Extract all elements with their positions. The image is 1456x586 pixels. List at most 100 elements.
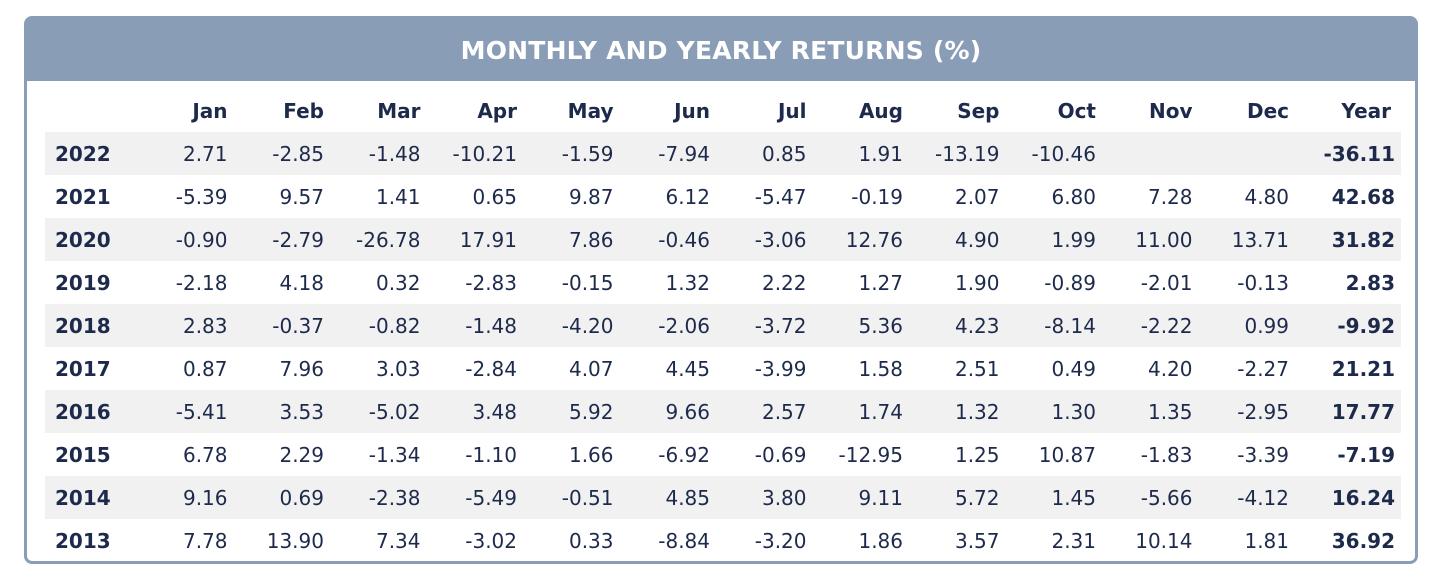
monthly-return-cell: 0.87 — [182, 356, 228, 381]
row-year-label: 2022 — [45, 132, 141, 175]
monthly-return-cell: 2.71 — [141, 132, 238, 175]
monthly-return-cell: 1.99 — [1009, 218, 1106, 261]
monthly-return-cell: 1.45 — [1009, 476, 1106, 519]
monthly-return-cell: 9.57 — [279, 184, 324, 209]
monthly-return-cell: 4.45 — [665, 356, 710, 381]
monthly-return-cell: -1.10 — [465, 442, 517, 467]
monthly-return-cell: 4.90 — [913, 218, 1010, 261]
monthly-return-cell: -10.46 — [1009, 132, 1106, 175]
monthly-return-cell: -3.72 — [720, 304, 817, 347]
monthly-return-cell: -1.48 — [334, 132, 431, 175]
monthly-return-cell: 1.32 — [913, 390, 1010, 433]
monthly-return-cell: -1.48 — [430, 304, 527, 347]
monthly-return-cell: 7.78 — [182, 528, 228, 553]
panel-title: MONTHLY AND YEARLY RETURNS (%) — [460, 35, 982, 65]
monthly-return-cell: 2.57 — [720, 390, 817, 433]
row-year-label: 2016 — [45, 390, 141, 433]
monthly-return-cell: 7.34 — [375, 528, 421, 553]
monthly-return-cell: -13.19 — [913, 132, 1010, 175]
row-year-label: 2014 — [45, 476, 141, 519]
monthly-return-cell: 9.87 — [568, 184, 614, 209]
monthly-return-cell: -0.69 — [754, 442, 807, 467]
monthly-return-cell: -2.84 — [465, 356, 517, 381]
row-year-label: 2019 — [55, 270, 111, 295]
monthly-return-cell: 1.74 — [816, 390, 913, 433]
monthly-return-cell: -5.66 — [1106, 476, 1203, 519]
monthly-return-cell: 4.20 — [1147, 356, 1193, 381]
yearly-return-cell: -9.92 — [1299, 304, 1401, 347]
monthly-return-cell: -0.37 — [237, 304, 334, 347]
table-row: 2021 -5.39 9.57 1.41 0.65 9.87 6.12 -5.47 -0.19 2… — [45, 175, 1401, 218]
yearly-return-cell: 36.92 — [1331, 528, 1395, 553]
monthly-return-cell: 5.72 — [913, 476, 1010, 519]
monthly-return-cell: 1.66 — [568, 442, 614, 467]
table-row: 2019 -2.18 4.18 0.32 -2.83 -0.15 1.32 2.22 1.27 1… — [45, 261, 1401, 304]
monthly-return-cell: -2.06 — [623, 304, 720, 347]
monthly-return-cell — [1202, 132, 1299, 175]
monthly-return-cell: 3.80 — [720, 476, 817, 519]
monthly-return-cell: 0.32 — [375, 270, 421, 295]
monthly-return-cell: 9.16 — [141, 476, 238, 519]
monthly-return-cell: 2.29 — [279, 442, 324, 467]
yearly-return-cell: -7.19 — [1337, 442, 1395, 467]
monthly-return-cell: -0.19 — [851, 184, 903, 209]
table-row: 2018 2.83 -0.37 -0.82 -1.48 -4.20 -2.06 -3.72 5.… — [45, 304, 1401, 347]
monthly-return-cell: 1.32 — [665, 270, 710, 295]
monthly-return-cell: -5.47 — [754, 184, 807, 209]
monthly-return-cell: -0.82 — [334, 304, 431, 347]
monthly-return-cell: -3.99 — [754, 356, 807, 381]
monthly-return-cell: 10.14 — [1135, 528, 1193, 553]
returns-panel: MONTHLY AND YEARLY RETURNS (%) Jan Feb M… — [24, 16, 1418, 564]
monthly-return-cell: -3.20 — [754, 528, 807, 553]
row-year-label: 2017 — [55, 356, 111, 381]
monthly-return-cell: 1.25 — [954, 442, 1000, 467]
monthly-return-cell: -3.06 — [720, 218, 817, 261]
monthly-return-cell: 4.85 — [623, 476, 720, 519]
monthly-return-cell: -0.46 — [623, 218, 720, 261]
monthly-return-cell: -5.02 — [334, 390, 431, 433]
monthly-return-cell: 11.00 — [1106, 218, 1203, 261]
row-year-label: 2018 — [45, 304, 141, 347]
monthly-return-cell: -3.39 — [1237, 442, 1289, 467]
table-row: 2015 6.78 2.29 -1.34 -1.10 1.66 -6.92 -0.69 -12.… — [45, 433, 1401, 476]
column-header: Jun — [674, 98, 710, 123]
monthly-return-cell: -1.59 — [527, 132, 624, 175]
monthly-return-cell: 1.27 — [858, 270, 903, 295]
column-header: Oct — [1057, 98, 1096, 123]
returns-body: 2022 2.71 -2.85 -1.48 -10.21 -1.59 -7.94 0.85 1.… — [45, 132, 1401, 562]
monthly-return-cell: 1.91 — [816, 132, 913, 175]
column-header: Sep — [957, 98, 1000, 123]
monthly-return-cell: -10.21 — [430, 132, 527, 175]
monthly-return-cell: 7.96 — [279, 356, 324, 381]
column-header — [45, 89, 141, 132]
monthly-return-cell: 1.86 — [858, 528, 903, 553]
monthly-return-cell: -6.92 — [658, 442, 710, 467]
table-row: 2022 2.71 -2.85 -1.48 -10.21 -1.59 -7.94 0.85 1.… — [45, 132, 1401, 175]
monthly-return-cell: 3.03 — [375, 356, 421, 381]
yearly-return-cell: 16.24 — [1299, 476, 1401, 519]
monthly-return-cell: 4.18 — [279, 270, 324, 295]
row-year-label: 2013 — [55, 528, 111, 553]
monthly-return-cell: 0.99 — [1202, 304, 1299, 347]
column-header: Apr — [477, 98, 517, 123]
monthly-return-cell: 10.87 — [1038, 442, 1096, 467]
monthly-return-cell: 17.91 — [430, 218, 527, 261]
monthly-return-cell: -26.78 — [334, 218, 431, 261]
monthly-return-cell — [1106, 132, 1203, 175]
column-header: Aug — [858, 98, 903, 123]
monthly-return-cell: -2.95 — [1202, 390, 1299, 433]
table-row: 2013 7.78 13.90 7.34 -3.02 0.33 -8.84 -3.20 1.86… — [45, 519, 1401, 562]
yearly-return-cell: 31.82 — [1299, 218, 1401, 261]
table-row: 2020 -0.90 -2.79 -26.78 17.91 7.86 -0.46 -3.06 1… — [45, 218, 1401, 261]
monthly-return-cell: 2.51 — [954, 356, 1000, 381]
header-row: Jan Feb Mar Apr May Jun Jul Aug Sep Oct … — [45, 89, 1401, 132]
yearly-return-cell: 42.68 — [1331, 184, 1395, 209]
monthly-return-cell: 0.69 — [237, 476, 334, 519]
monthly-return-cell: 6.78 — [182, 442, 228, 467]
column-header: Dec — [1246, 98, 1289, 123]
monthly-return-cell: 5.36 — [816, 304, 913, 347]
monthly-return-cell: 2.31 — [1051, 528, 1096, 553]
yearly-return-cell: 21.21 — [1331, 356, 1395, 381]
monthly-return-cell: -2.85 — [237, 132, 334, 175]
monthly-return-cell: 0.65 — [472, 184, 517, 209]
